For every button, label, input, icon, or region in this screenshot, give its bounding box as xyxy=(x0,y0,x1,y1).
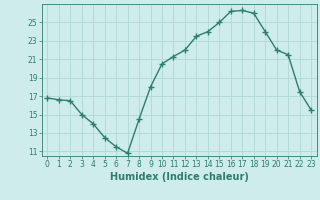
X-axis label: Humidex (Indice chaleur): Humidex (Indice chaleur) xyxy=(110,172,249,182)
